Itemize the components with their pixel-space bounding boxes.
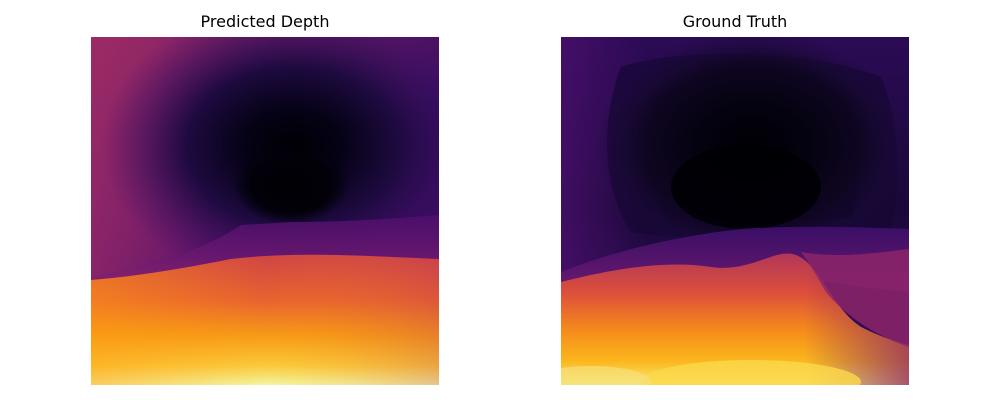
ground-truth-image — [561, 37, 909, 385]
predicted-depth-title: Predicted Depth — [200, 12, 330, 31]
ground-truth-title: Ground Truth — [682, 12, 788, 31]
predicted-depth-image — [91, 37, 439, 385]
